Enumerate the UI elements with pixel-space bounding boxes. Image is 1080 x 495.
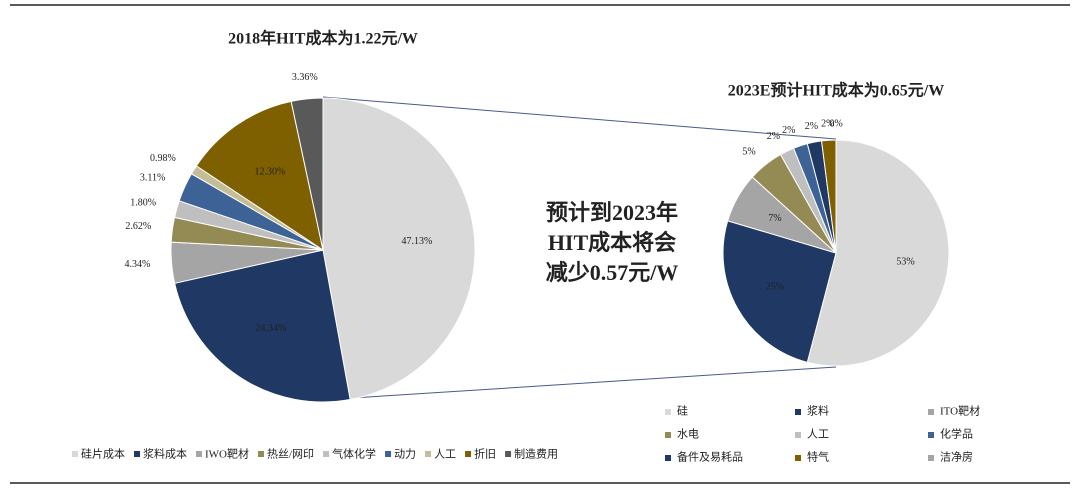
data-label: 2%: [805, 121, 818, 132]
legend-label: 人工: [434, 448, 456, 461]
pie-slice: [722, 220, 837, 363]
legend-marker: [795, 409, 801, 415]
legend-label: 特气: [807, 450, 829, 464]
data-label: 47.13%: [401, 236, 432, 247]
legend-marker: [795, 455, 801, 461]
legend-label: 人工: [807, 428, 829, 441]
legend-marker: [795, 432, 801, 438]
pie-slice: [195, 100, 324, 252]
legend-label: 浆料: [807, 404, 829, 418]
legend-marker: [196, 451, 202, 457]
connector: [351, 366, 837, 399]
data-label: 1.80%: [130, 198, 156, 209]
legend-marker: [425, 451, 432, 457]
legend-label: 硅片成本: [81, 447, 125, 461]
data-label: 2%: [767, 131, 780, 142]
legend-label: 热丝/网印: [267, 448, 314, 461]
legend-label: 化学品: [940, 427, 973, 441]
data-label: 25%: [766, 282, 784, 293]
legend-label: 硅: [677, 405, 688, 418]
data-label: 0%: [829, 118, 842, 129]
data-label: 3.36%: [292, 72, 318, 83]
pie-slice: [322, 97, 476, 401]
legend-marker: [665, 432, 671, 438]
legend-label: IWO靶材: [205, 447, 249, 461]
data-label: 53%: [896, 256, 914, 267]
legend-label: 洁净房: [940, 450, 973, 464]
data-label: 2%: [782, 125, 795, 136]
annotation: 减少0.57元/W: [546, 260, 679, 285]
legend-label: 制造费用: [514, 447, 558, 461]
annotation: HIT成本将会: [548, 230, 676, 255]
data-label: 4.34%: [124, 259, 150, 270]
legend-marker: [928, 409, 934, 415]
legend-label: 备件及易耗品: [677, 450, 743, 464]
legend-marker: [665, 409, 671, 415]
data-label: 24.34%: [256, 323, 287, 334]
data-label: 0.98%: [150, 153, 176, 164]
legend-marker: [928, 432, 934, 438]
legend-marker: [258, 451, 264, 457]
legend-marker: [665, 455, 671, 461]
legend-marker: [505, 451, 512, 457]
legend-marker: [323, 451, 330, 457]
annotation: 预计到2023年: [546, 200, 678, 225]
chart-title: 2023E预计HIT成本为0.65元/W: [728, 81, 944, 100]
pie-slice: [174, 249, 351, 403]
data-label: 2%: [821, 119, 834, 130]
data-label: 3.11%: [140, 172, 165, 183]
chart-title: 2018年HIT成本为1.22元/W: [228, 29, 418, 48]
legend-label: 动力: [394, 448, 416, 461]
connector: [322, 96, 837, 140]
data-label: 2.62%: [125, 221, 151, 232]
legend-marker: [385, 451, 392, 457]
legend-marker: [72, 451, 78, 457]
legend-label: ITO靶材: [940, 404, 980, 418]
legend-label: 气体化学: [332, 447, 376, 461]
legend-label: 水电: [677, 428, 699, 441]
data-label: 5%: [742, 147, 755, 158]
legend-marker: [465, 451, 472, 457]
legend-label: 浆料成本: [143, 447, 187, 461]
pie-slice: [290, 97, 324, 251]
legend-marker: [134, 451, 140, 457]
legend-label: 折旧: [474, 447, 496, 461]
data-label: 12.30%: [255, 166, 286, 177]
legend-marker: [928, 455, 934, 461]
data-label: 7%: [768, 213, 781, 224]
pie-slice: [806, 139, 950, 367]
